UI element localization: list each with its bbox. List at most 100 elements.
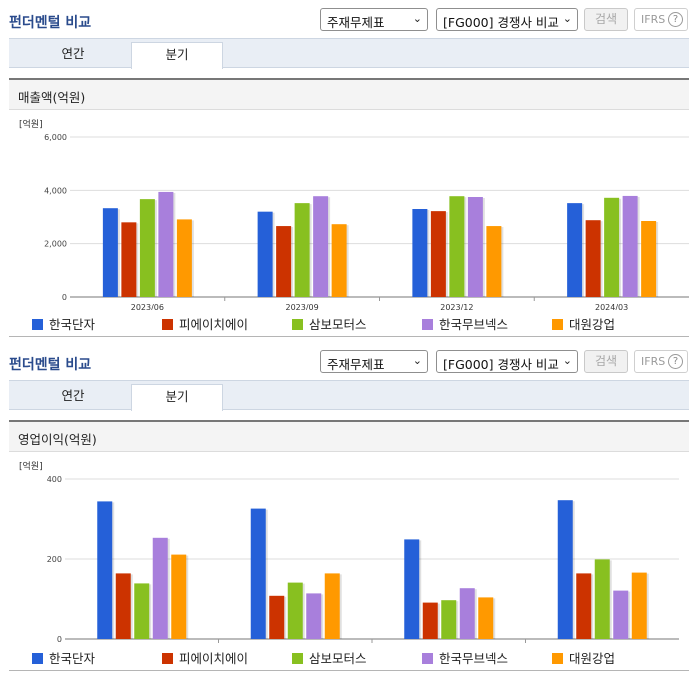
help-icon[interactable]: ? (668, 354, 683, 369)
chart-legend: 한국단자 피에이치에이 삼보모터스 한국무브넥스 대원강업 (9, 644, 689, 670)
legend-item[interactable]: 한국무브넥스 (422, 648, 508, 667)
bar[interactable] (139, 199, 155, 297)
statement-select[interactable]: 주재무제표 ⌄ (320, 8, 428, 31)
tab-annual[interactable]: 연간 (61, 46, 85, 61)
bar[interactable] (121, 222, 137, 297)
bar[interactable] (102, 208, 118, 297)
bar[interactable] (257, 211, 273, 297)
tab-annual[interactable]: 연간 (61, 388, 85, 403)
bar[interactable] (449, 196, 465, 297)
chevron-down-icon: ⌄ (412, 12, 422, 25)
legend-label: 삼보모터스 (309, 651, 367, 666)
compare-select[interactable]: [FG000] 경쟁사 비교 ⌄ (436, 8, 578, 31)
search-button[interactable]: 검색 (584, 8, 628, 31)
help-icon[interactable]: ? (668, 12, 683, 27)
legend-item[interactable]: 대원강업 (552, 648, 615, 667)
y-unit-label: [억원] (19, 118, 43, 130)
bar[interactable] (412, 209, 428, 297)
tab-quarter[interactable]: 분기 (131, 384, 223, 411)
fundamental-section-1: 펀더멘털 비교 주재무제표 ⌄ [FG000] 경쟁사 비교 ⌄ 검색 IFRS… (0, 0, 696, 337)
bar[interactable] (422, 602, 438, 639)
legend-item[interactable]: 한국단자 (32, 648, 95, 667)
compare-select-value: [FG000] 경쟁사 비교 (443, 15, 559, 30)
bar[interactable] (176, 219, 192, 297)
y-tick-label: 6,000 (44, 133, 67, 142)
legend-label: 한국무브넥스 (439, 651, 509, 666)
section-header: 펀더멘털 비교 주재무제표 ⌄ [FG000] 경쟁사 비교 ⌄ 검색 IFRS… (0, 342, 696, 380)
ifrs-label: IFRS (641, 13, 666, 26)
tab-quarter[interactable]: 분기 (131, 42, 223, 69)
bar[interactable] (486, 226, 502, 297)
section-header: 펀더멘털 비교 주재무제표 ⌄ [FG000] 경쟁사 비교 ⌄ 검색 IFRS… (0, 0, 696, 38)
bar[interactable] (331, 224, 347, 297)
bar[interactable] (158, 191, 174, 297)
legend-label: 대원강업 (569, 317, 616, 332)
section-title: 펀더멘털 비교 (9, 15, 92, 31)
bar[interactable] (441, 600, 457, 639)
bar[interactable] (557, 500, 573, 639)
bar[interactable] (97, 501, 113, 639)
bar[interactable] (313, 196, 329, 297)
bar[interactable] (269, 595, 285, 639)
bar[interactable] (576, 573, 592, 639)
bar[interactable] (567, 203, 583, 297)
bar[interactable] (250, 508, 266, 639)
bar[interactable] (467, 197, 483, 297)
ifrs-button[interactable]: IFRS ? (634, 350, 688, 373)
bar[interactable] (594, 559, 610, 639)
legend-item[interactable]: 피에이치에이 (162, 314, 248, 333)
bar[interactable] (404, 539, 420, 639)
bar[interactable] (631, 572, 647, 639)
bar[interactable] (115, 573, 131, 639)
legend-swatch (552, 319, 563, 330)
y-tick-label: 4,000 (44, 186, 67, 195)
bar[interactable] (294, 203, 310, 297)
bar[interactable] (622, 195, 638, 297)
legend-label: 피에이치에이 (179, 317, 249, 332)
legend-label: 대원강업 (569, 651, 616, 666)
legend-item[interactable]: 대원강업 (552, 314, 615, 333)
ifrs-button[interactable]: IFRS ? (634, 8, 688, 31)
legend-label: 한국단자 (49, 317, 96, 332)
y-tick-label: 200 (47, 555, 62, 564)
bar[interactable] (152, 537, 168, 639)
statement-select[interactable]: 주재무제표 ⌄ (320, 350, 428, 373)
bar[interactable] (134, 583, 150, 639)
bar[interactable] (604, 197, 620, 297)
x-tick-label: 2024/03 (595, 303, 628, 310)
bar[interactable] (287, 582, 303, 639)
legend-item[interactable]: 한국무브넥스 (422, 314, 508, 333)
bar[interactable] (478, 597, 494, 639)
bar[interactable] (324, 573, 340, 639)
bar[interactable] (641, 221, 657, 297)
bar[interactable] (613, 590, 629, 639)
legend-swatch (292, 653, 303, 664)
legend-swatch (32, 653, 43, 664)
compare-select[interactable]: [FG000] 경쟁사 비교 ⌄ (436, 350, 578, 373)
ifrs-label: IFRS (641, 355, 666, 368)
legend-label: 한국무브넥스 (439, 317, 509, 332)
legend-label: 한국단자 (49, 651, 96, 666)
bar[interactable] (459, 588, 475, 639)
legend-item[interactable]: 한국단자 (32, 314, 95, 333)
bar[interactable] (276, 226, 292, 297)
bar[interactable] (585, 220, 601, 297)
search-button[interactable]: 검색 (584, 350, 628, 373)
legend-swatch (552, 653, 563, 664)
revenue-chart-panel: 매출액(억원) [억원] 0 2,000 4,000 6,000 2023/06 2023/… (9, 78, 689, 337)
y-tick-label: 0 (62, 293, 67, 302)
chevron-down-icon: ⌄ (562, 354, 572, 367)
bar[interactable] (171, 554, 187, 639)
statement-select-value: 주재무제표 (327, 357, 385, 372)
chart-title: 영업이익(억원) (9, 422, 689, 452)
legend-item[interactable]: 삼보모터스 (292, 314, 367, 333)
period-tabs: 연간 분기 (9, 38, 689, 69)
legend-swatch (422, 653, 433, 664)
operating-profit-chart-panel: 영업이익(억원) [억원]02004002023/062023/092023/1… (9, 420, 689, 671)
legend-item[interactable]: 피에이치에이 (162, 648, 248, 667)
bar[interactable] (306, 593, 322, 639)
bar[interactable] (430, 211, 446, 297)
revenue-chart: [억원] 0 2,000 4,000 6,000 2023/06 2023/09 2023/1… (19, 118, 689, 310)
x-tick-label: 2023/06 (131, 303, 164, 310)
legend-item[interactable]: 삼보모터스 (292, 648, 367, 667)
